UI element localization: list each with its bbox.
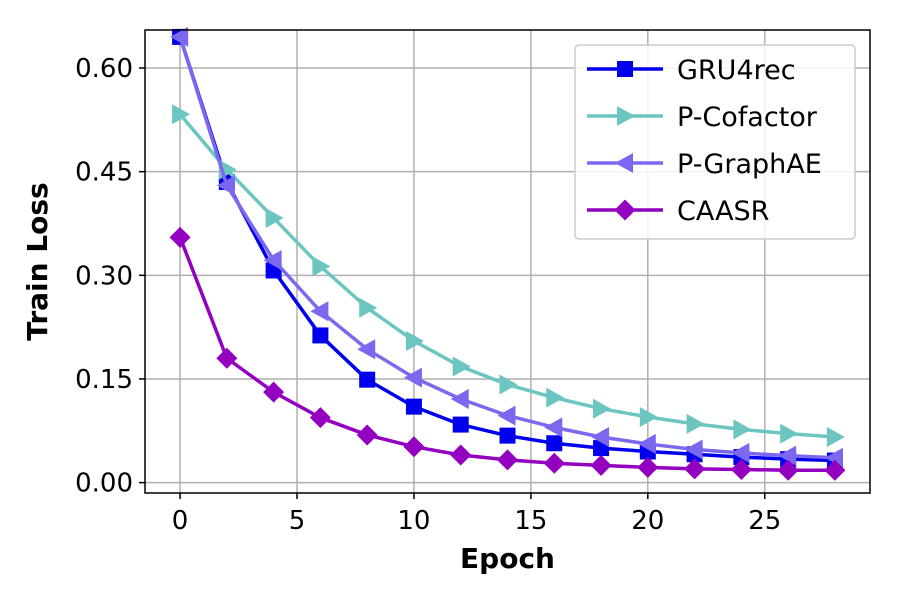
data-point xyxy=(309,407,331,429)
data-point xyxy=(546,435,563,452)
data-point xyxy=(357,339,376,360)
data-point xyxy=(452,356,471,377)
data-point xyxy=(593,398,612,419)
data-point xyxy=(824,447,843,468)
x-tick-label: 25 xyxy=(748,506,781,536)
data-point xyxy=(731,442,750,463)
data-point xyxy=(499,427,516,444)
y-axis-label: Train Loss xyxy=(21,182,54,340)
legend-entry: GRU4rec xyxy=(677,55,796,86)
y-tick-label: 0.00 xyxy=(75,469,133,499)
data-point xyxy=(543,452,565,474)
series-group xyxy=(169,26,846,481)
data-point xyxy=(686,413,705,434)
legend-marker xyxy=(615,153,633,173)
data-point xyxy=(452,416,469,433)
data-point xyxy=(497,449,518,471)
data-point xyxy=(216,175,235,196)
series-p-graphae xyxy=(170,26,843,468)
data-point xyxy=(450,444,472,466)
x-tick-label: 5 xyxy=(289,506,306,536)
data-point xyxy=(403,367,422,388)
data-point xyxy=(730,459,752,481)
data-point xyxy=(356,424,378,446)
legend-entry: P-Cofactor xyxy=(677,102,818,133)
data-point xyxy=(778,445,797,466)
legend-entry: CAASR xyxy=(677,196,769,227)
axis-ticks: 0 5 10 15 20 25 0.00 0.15 0.30 0.45 0.60 xyxy=(75,54,781,536)
data-point xyxy=(405,330,424,351)
legend-entry: P-GraphAE xyxy=(677,149,822,180)
legend-marker xyxy=(617,61,633,77)
data-point xyxy=(777,459,799,481)
data-point xyxy=(312,256,331,277)
series-caasr xyxy=(169,226,846,481)
y-tick-label: 0.30 xyxy=(75,261,133,291)
x-tick-label: 0 xyxy=(172,506,189,536)
data-point xyxy=(591,427,610,448)
legend-box xyxy=(574,44,856,240)
data-point xyxy=(359,371,376,388)
data-point xyxy=(172,104,191,125)
data-point xyxy=(684,439,703,460)
data-point xyxy=(265,207,284,228)
data-point xyxy=(216,347,238,369)
data-point xyxy=(497,405,516,426)
data-point xyxy=(733,419,752,440)
data-point xyxy=(263,381,285,403)
data-point xyxy=(263,250,282,271)
data-point xyxy=(637,456,659,478)
data-point xyxy=(780,423,799,444)
y-tick-label: 0.45 xyxy=(75,158,133,188)
legend-marker xyxy=(614,199,636,221)
data-point xyxy=(170,26,189,47)
data-point xyxy=(169,226,191,248)
data-point xyxy=(405,398,422,415)
data-point xyxy=(544,417,563,438)
legend-marker xyxy=(617,106,635,126)
data-point xyxy=(546,387,565,408)
data-point xyxy=(824,459,846,481)
data-point xyxy=(359,297,378,318)
y-tick-label: 0.15 xyxy=(75,365,133,395)
data-point xyxy=(403,436,425,458)
data-point xyxy=(450,389,469,410)
x-tick-label: 20 xyxy=(631,506,664,536)
y-tick-label: 0.60 xyxy=(75,54,133,84)
data-point xyxy=(499,374,518,395)
data-point xyxy=(312,327,329,344)
x-tick-label: 10 xyxy=(397,506,430,536)
data-point xyxy=(684,458,706,480)
plot-frame xyxy=(144,29,871,494)
x-axis-label: Epoch xyxy=(460,542,555,575)
data-point xyxy=(590,454,612,476)
data-point xyxy=(826,427,845,448)
data-point xyxy=(639,406,658,427)
x-tick-label: 15 xyxy=(514,506,547,536)
data-point xyxy=(637,433,656,454)
legend: GRU4rec P-Cofactor P-GraphAE CAASR xyxy=(574,44,856,240)
series-p-cofactor xyxy=(172,104,845,448)
data-point xyxy=(310,301,329,322)
